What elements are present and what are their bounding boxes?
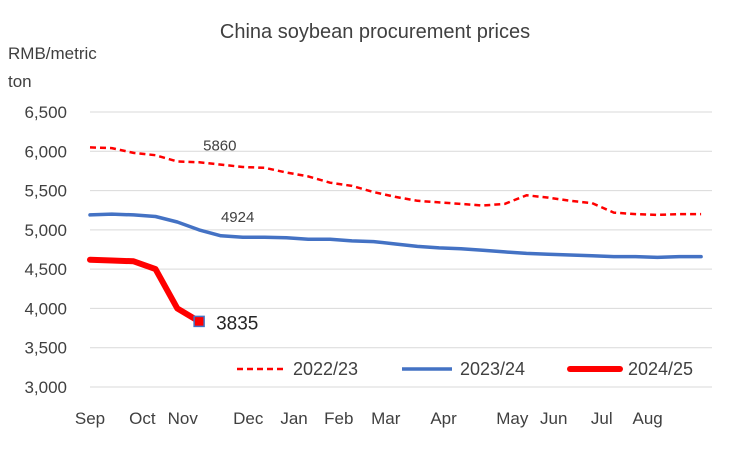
last-point-marker [193,315,205,328]
x-tick-label: Oct [129,409,156,428]
x-tick-label: Aug [632,409,662,428]
y-axis-label-line2: ton [8,72,32,91]
x-tick-label: Jan [280,409,307,428]
series-lines [87,146,703,325]
legend-label: 2024/25 [628,359,693,379]
y-tick-label: 6,500 [24,103,67,122]
series-line-2022-23 [89,146,702,217]
y-tick-label: 5,500 [24,182,67,201]
y-axis-ticks: 3,000 3,500 4,000 4,500 5,000 5,500 6,000 6,500 [24,103,67,397]
data-label: 4924 [221,209,254,226]
y-tick-label: 5,000 [24,221,67,240]
y-tick-label: 4,000 [24,299,67,318]
series-line-2023-24 [88,212,703,260]
x-axis-ticks: Sep Oct Nov Dec Jan Feb Mar Apr May Jun Jul Aug [75,409,663,428]
data-label: 5860 [203,137,236,154]
y-tick-label: 3,000 [24,378,67,397]
series-line-2024-25 [87,256,203,325]
x-tick-label: Mar [371,409,401,428]
x-tick-label: Feb [324,409,353,428]
chart-title: China soybean procurement prices [220,21,530,43]
legend-label: 2022/23 [293,359,358,379]
x-tick-label: Nov [168,409,199,428]
x-tick-label: Jul [591,409,613,428]
y-tick-label: 4,500 [24,260,67,279]
legend-label: 2023/24 [460,359,525,379]
y-tick-label: 6,000 [24,142,67,161]
x-tick-label: Sep [75,409,105,428]
x-tick-label: Jun [540,409,567,428]
x-tick-label: Dec [233,409,264,428]
data-label: 3835 [216,313,258,334]
gridlines [90,111,712,388]
x-tick-label: Apr [430,409,457,428]
x-tick-label: May [496,409,529,428]
y-tick-label: 3,500 [24,339,67,358]
data-labels: 5860 4924 3835 [193,137,258,334]
y-axis-label-line1: RMB/metric [8,44,97,63]
legend: 2022/23 2023/24 2024/25 [237,359,693,379]
